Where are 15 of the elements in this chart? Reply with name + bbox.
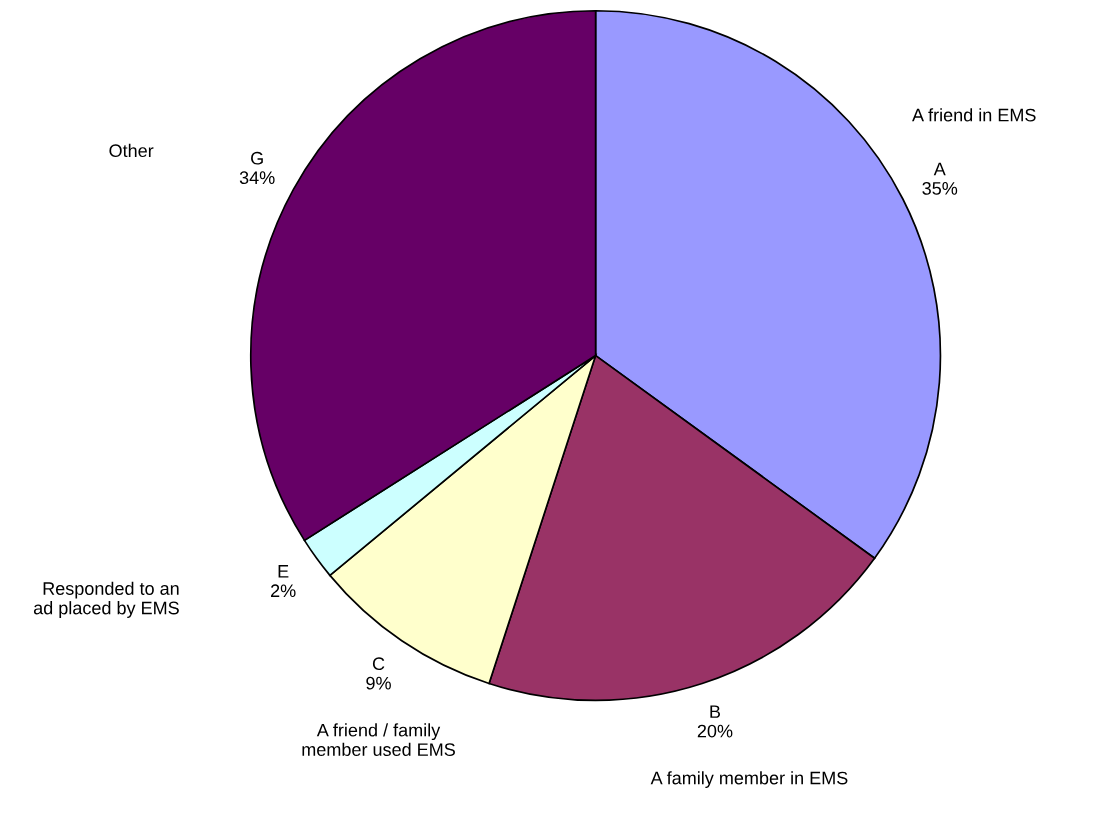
data-label: 2% <box>271 584 296 598</box>
data-label: 34% <box>239 171 275 185</box>
slice-label: B <box>710 705 721 718</box>
data-label: 9% <box>366 676 391 690</box>
slice-label: C <box>372 657 385 671</box>
text: A family member in EMS <box>650 771 848 788</box>
data-label: 20% <box>697 724 733 738</box>
data-label: 35% <box>922 182 958 195</box>
slice-label: G <box>251 151 263 165</box>
text: A friend in EMS <box>912 108 1036 122</box>
text: A friend / family member used EMS <box>302 723 455 756</box>
slice-label: E <box>278 565 289 578</box>
slice-label: A <box>933 162 946 176</box>
text: Other <box>109 143 154 158</box>
text: Responded to an ad placed by EMS <box>33 581 179 618</box>
